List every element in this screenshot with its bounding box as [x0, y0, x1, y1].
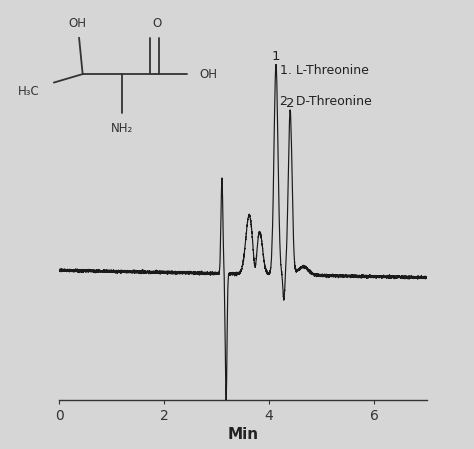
Text: NH₂: NH₂ [111, 122, 133, 135]
Text: 2: 2 [286, 97, 294, 110]
Text: 1: 1 [271, 49, 280, 62]
Text: OH: OH [200, 68, 218, 80]
Text: OH: OH [68, 17, 86, 30]
X-axis label: Min: Min [228, 427, 258, 442]
Text: 2. D-Threonine: 2. D-Threonine [280, 95, 372, 108]
Text: H₃C: H₃C [18, 84, 39, 97]
Text: O: O [152, 17, 161, 30]
Text: 1. L-Threonine: 1. L-Threonine [280, 64, 368, 77]
